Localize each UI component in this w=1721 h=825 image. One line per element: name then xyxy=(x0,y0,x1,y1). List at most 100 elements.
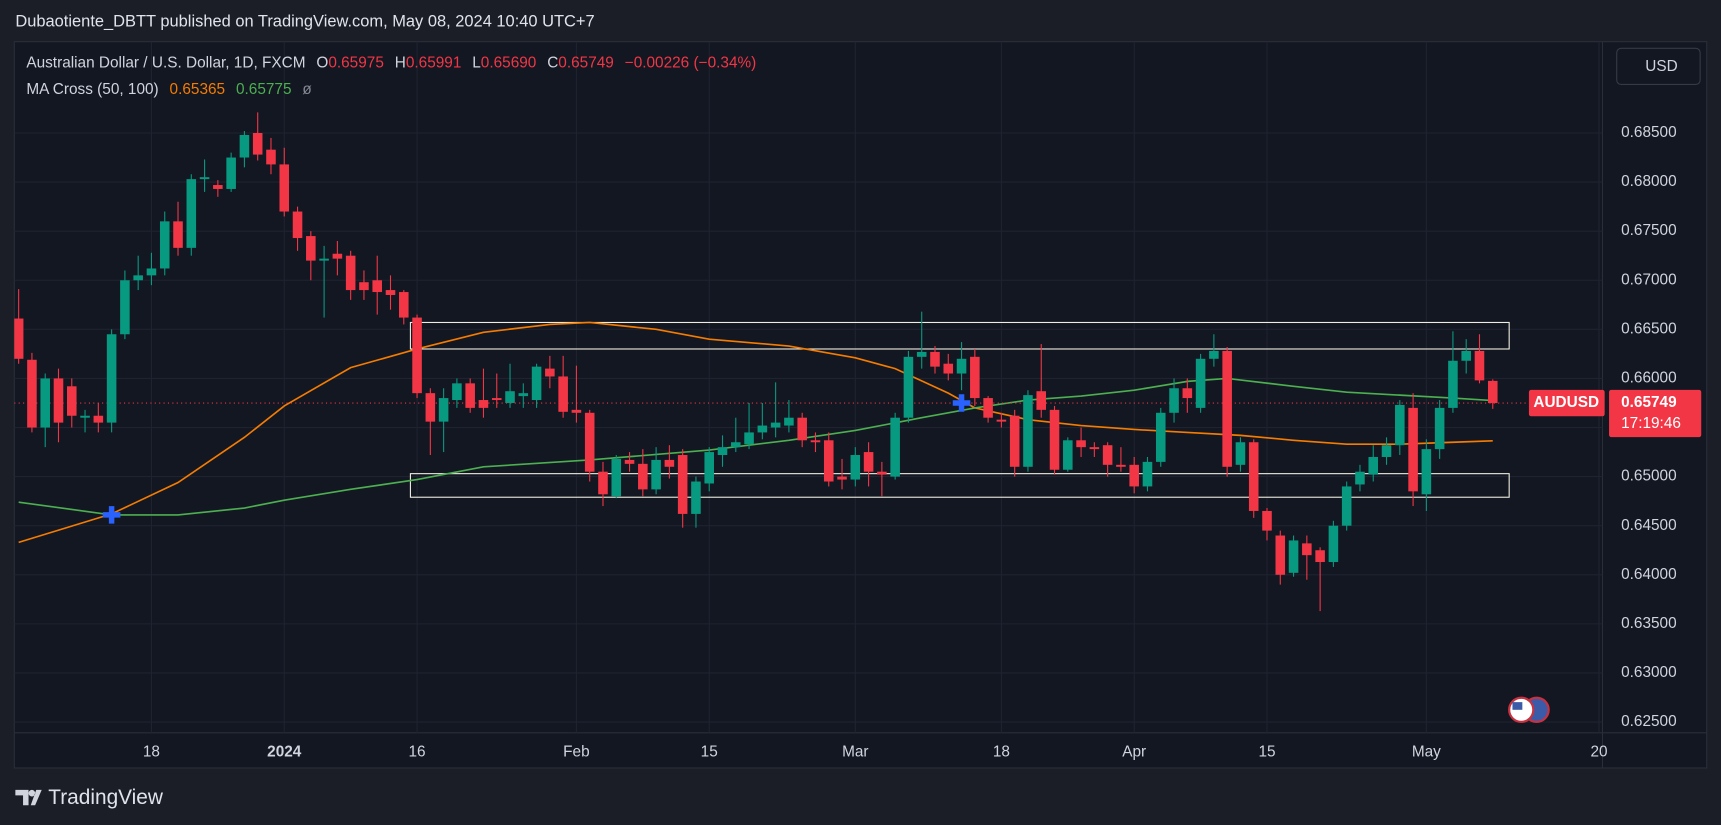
event-icons[interactable] xyxy=(1508,696,1550,723)
indicator-name: MA Cross (50, 100) xyxy=(26,81,158,98)
x-tick-label: 16 xyxy=(409,744,426,761)
candle-body xyxy=(545,368,555,377)
indicator-value: 0.65365 xyxy=(170,81,226,98)
candle-body xyxy=(757,425,768,433)
symbol-tag xyxy=(1528,389,1605,417)
candle-body xyxy=(584,412,595,472)
candle-body xyxy=(624,459,635,464)
candle-body xyxy=(292,211,303,239)
candle-body xyxy=(199,177,210,180)
price-tag-label: 0.65749 xyxy=(1621,394,1677,411)
indicator-value: 0.65775 xyxy=(236,81,292,98)
candle-body xyxy=(1089,447,1100,450)
candle-body xyxy=(1448,360,1458,408)
ohlc-value: 0.65749 xyxy=(558,55,614,72)
candle-body xyxy=(1129,464,1139,487)
candle-body xyxy=(66,386,77,416)
candle-body xyxy=(1421,449,1432,495)
candle-body xyxy=(797,417,807,441)
candle-body xyxy=(465,383,475,408)
candle-body xyxy=(770,422,781,428)
footer-brand: TradingView xyxy=(48,786,164,809)
candle-body xyxy=(213,185,223,189)
candle-body xyxy=(345,255,356,291)
y-tick-label: 0.62500 xyxy=(1621,713,1677,730)
y-tick-label: 0.67000 xyxy=(1621,271,1677,288)
candle-body xyxy=(611,458,622,497)
price-tag xyxy=(1609,389,1702,438)
candle-body xyxy=(1049,409,1060,470)
candle-body xyxy=(677,455,688,514)
x-tick-label: 15 xyxy=(1258,744,1275,761)
candle-body xyxy=(823,440,834,482)
candle-body xyxy=(1182,388,1193,399)
candle-body xyxy=(664,459,675,467)
candle-body xyxy=(877,471,887,475)
candle-body xyxy=(398,292,409,318)
candle-body xyxy=(744,432,754,445)
usd-button-label[interactable]: USD xyxy=(1645,58,1677,75)
symbol-legend: Australian Dollar / U.S. Dollar, 1D, FXC… xyxy=(26,55,756,72)
usd-button[interactable]: USD xyxy=(1616,47,1701,86)
y-tick-label: 0.63000 xyxy=(1621,664,1677,681)
y-tick-label: 0.67500 xyxy=(1621,222,1677,239)
candle-body xyxy=(1102,445,1113,465)
ohlc-key: L xyxy=(472,55,481,72)
candle-body xyxy=(1235,442,1246,465)
x-tick-label: Feb xyxy=(563,744,589,761)
ohlc-key: C xyxy=(547,55,558,72)
candle-body xyxy=(372,280,383,293)
candle-body xyxy=(1288,540,1299,573)
candle-body xyxy=(226,157,236,189)
chart-pane xyxy=(13,41,1708,769)
candle-body xyxy=(1434,407,1445,450)
candle-body xyxy=(159,221,170,269)
x-tick-label: May xyxy=(1412,744,1441,761)
candle-body xyxy=(1248,442,1259,511)
candle-body xyxy=(252,132,263,155)
candle-body xyxy=(651,459,661,490)
publish-header: Dubaotiente_DBTT published on TradingVie… xyxy=(15,12,594,30)
y-tick-label: 0.66000 xyxy=(1621,369,1677,386)
y-tick-label: 0.64000 xyxy=(1621,566,1677,583)
candle-body xyxy=(1262,510,1272,531)
candle-body xyxy=(903,356,914,418)
zone-box xyxy=(409,321,1510,350)
candle-body xyxy=(983,398,993,418)
candle-body xyxy=(1461,350,1471,361)
ohlc-value: 0.65690 xyxy=(481,55,537,72)
candle-body xyxy=(478,400,489,408)
candle-body xyxy=(1076,440,1086,448)
candle-body xyxy=(306,236,316,261)
candle-body xyxy=(438,398,449,422)
candle-body xyxy=(558,376,568,412)
x-tick-label: 18 xyxy=(143,744,160,761)
candle-body xyxy=(1009,415,1020,467)
candle-body xyxy=(239,134,250,158)
candle-body xyxy=(40,378,50,428)
candle-body xyxy=(173,221,183,248)
candle-body xyxy=(638,463,648,490)
indicator-legend: MA Cross (50, 100) 0.65365 0.65775 ø xyxy=(26,81,312,98)
candle-body xyxy=(571,409,582,413)
candle-body xyxy=(1195,358,1206,408)
x-tick-label: Mar xyxy=(842,744,868,761)
usd-button-frame[interactable] xyxy=(1616,47,1701,86)
candle-body xyxy=(1395,404,1405,446)
candle-body xyxy=(916,351,927,357)
candle-body xyxy=(810,440,821,443)
candle-body xyxy=(266,149,276,165)
candle-body xyxy=(704,452,715,484)
x-tick-label: 2024 xyxy=(267,744,302,761)
candle-body xyxy=(1036,391,1047,410)
candle-body xyxy=(1328,525,1339,563)
candle-body xyxy=(106,334,117,423)
candle-body xyxy=(319,258,329,261)
candle-body xyxy=(1222,350,1232,467)
candle-body xyxy=(691,481,701,514)
ohlc-key: H xyxy=(395,55,406,72)
candle-body xyxy=(452,383,462,401)
candle-body xyxy=(505,391,515,403)
candle-body xyxy=(1302,543,1312,556)
candle-body xyxy=(412,317,422,394)
